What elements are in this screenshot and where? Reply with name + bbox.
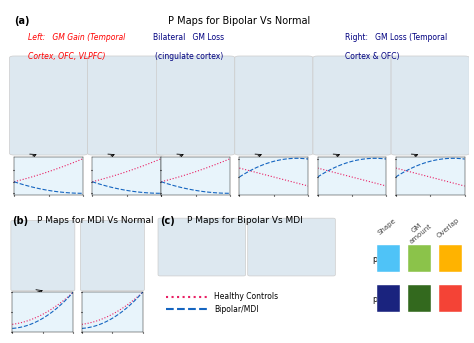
FancyBboxPatch shape xyxy=(9,56,88,155)
Text: (b): (b) xyxy=(12,216,28,226)
Bar xyxy=(408,245,431,272)
Text: Healthy Controls: Healthy Controls xyxy=(214,292,278,301)
Text: P Maps for MDI Vs Normal: P Maps for MDI Vs Normal xyxy=(37,216,154,225)
Text: Overlap: Overlap xyxy=(436,217,460,239)
FancyBboxPatch shape xyxy=(88,56,166,155)
Bar xyxy=(439,245,463,272)
Text: (c): (c) xyxy=(160,216,175,226)
Text: Right:   GM Loss (Temporal: Right: GM Loss (Temporal xyxy=(345,33,447,42)
Text: p≤0.01: p≤0.01 xyxy=(372,295,400,304)
Text: Shape: Shape xyxy=(376,217,397,236)
Bar xyxy=(377,245,400,272)
FancyBboxPatch shape xyxy=(81,221,145,291)
Text: Cortex & OFC): Cortex & OFC) xyxy=(345,52,400,61)
Text: P Maps for Bipolar Vs Normal: P Maps for Bipolar Vs Normal xyxy=(168,16,310,26)
Text: GM
amount: GM amount xyxy=(404,217,433,244)
FancyBboxPatch shape xyxy=(11,221,75,291)
Text: p≤0.05: p≤0.05 xyxy=(372,256,400,264)
FancyBboxPatch shape xyxy=(313,56,391,155)
Text: Bilateral   GM Loss: Bilateral GM Loss xyxy=(153,33,224,42)
Text: Bipolar/MDI: Bipolar/MDI xyxy=(214,305,259,314)
Bar xyxy=(439,285,463,311)
Bar xyxy=(408,285,431,311)
Text: P Maps for Bipolar Vs MDI: P Maps for Bipolar Vs MDI xyxy=(187,216,303,225)
Text: (cingulate cortex): (cingulate cortex) xyxy=(155,52,223,61)
FancyBboxPatch shape xyxy=(235,56,313,155)
FancyBboxPatch shape xyxy=(156,56,235,155)
Text: (a): (a) xyxy=(14,16,29,26)
Text: Left:   GM Gain (Temporal: Left: GM Gain (Temporal xyxy=(28,33,125,42)
FancyBboxPatch shape xyxy=(248,218,335,276)
FancyBboxPatch shape xyxy=(391,56,469,155)
Text: Cortex, OFC, VLPFC): Cortex, OFC, VLPFC) xyxy=(28,52,105,61)
Bar xyxy=(377,285,400,311)
FancyBboxPatch shape xyxy=(158,218,246,276)
